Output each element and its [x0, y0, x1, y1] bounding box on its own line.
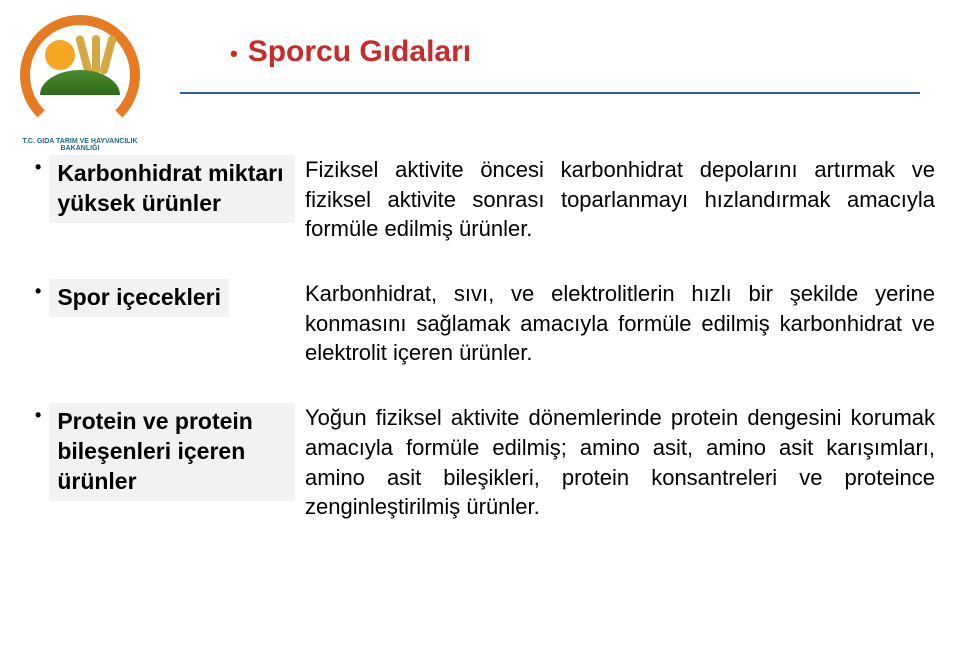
- row-label: Protein ve protein bileşenleri içeren ür…: [49, 403, 295, 501]
- row-label: Karbonhidrat miktarı yüksek ürünler: [49, 155, 295, 223]
- row-label-col: • Spor içecekleri: [35, 279, 295, 317]
- row-label-col: • Protein ve protein bileşenleri içeren …: [35, 403, 295, 501]
- bullet-icon: •: [35, 155, 41, 180]
- title-underline: [180, 92, 920, 94]
- slide-title: Sporcu Gıdaları: [248, 35, 471, 69]
- bullet-icon: •: [35, 403, 41, 428]
- row-description: Yoğun fiziksel aktivite dönemlerinde pro…: [295, 403, 935, 522]
- row-description: Karbonhidrat, sıvı, ve elektrolitlerin h…: [295, 279, 935, 368]
- row-description: Fiziksel aktivite öncesi karbonhidrat de…: [295, 155, 935, 244]
- content-row: • Protein ve protein bileşenleri içeren …: [35, 403, 935, 522]
- ministry-logo: T.C. GIDA TARIM VE HAYVANCILIK BAKANLIĞI: [15, 15, 145, 145]
- row-label-col: • Karbonhidrat miktarı yüksek ürünler: [35, 155, 295, 223]
- content-row: • Karbonhidrat miktarı yüksek ürünler Fi…: [35, 155, 935, 244]
- logo-caption: T.C. GIDA TARIM VE HAYVANCILIK BAKANLIĞI: [15, 138, 145, 153]
- content-area: • Karbonhidrat miktarı yüksek ürünler Fi…: [35, 155, 935, 557]
- title-bullet: •: [230, 41, 238, 67]
- row-label: Spor içecekleri: [49, 279, 229, 317]
- slide-title-row: • Sporcu Gıdaları: [230, 35, 471, 69]
- content-row: • Spor içecekleri Karbonhidrat, sıvı, ve…: [35, 279, 935, 368]
- bullet-icon: •: [35, 279, 41, 304]
